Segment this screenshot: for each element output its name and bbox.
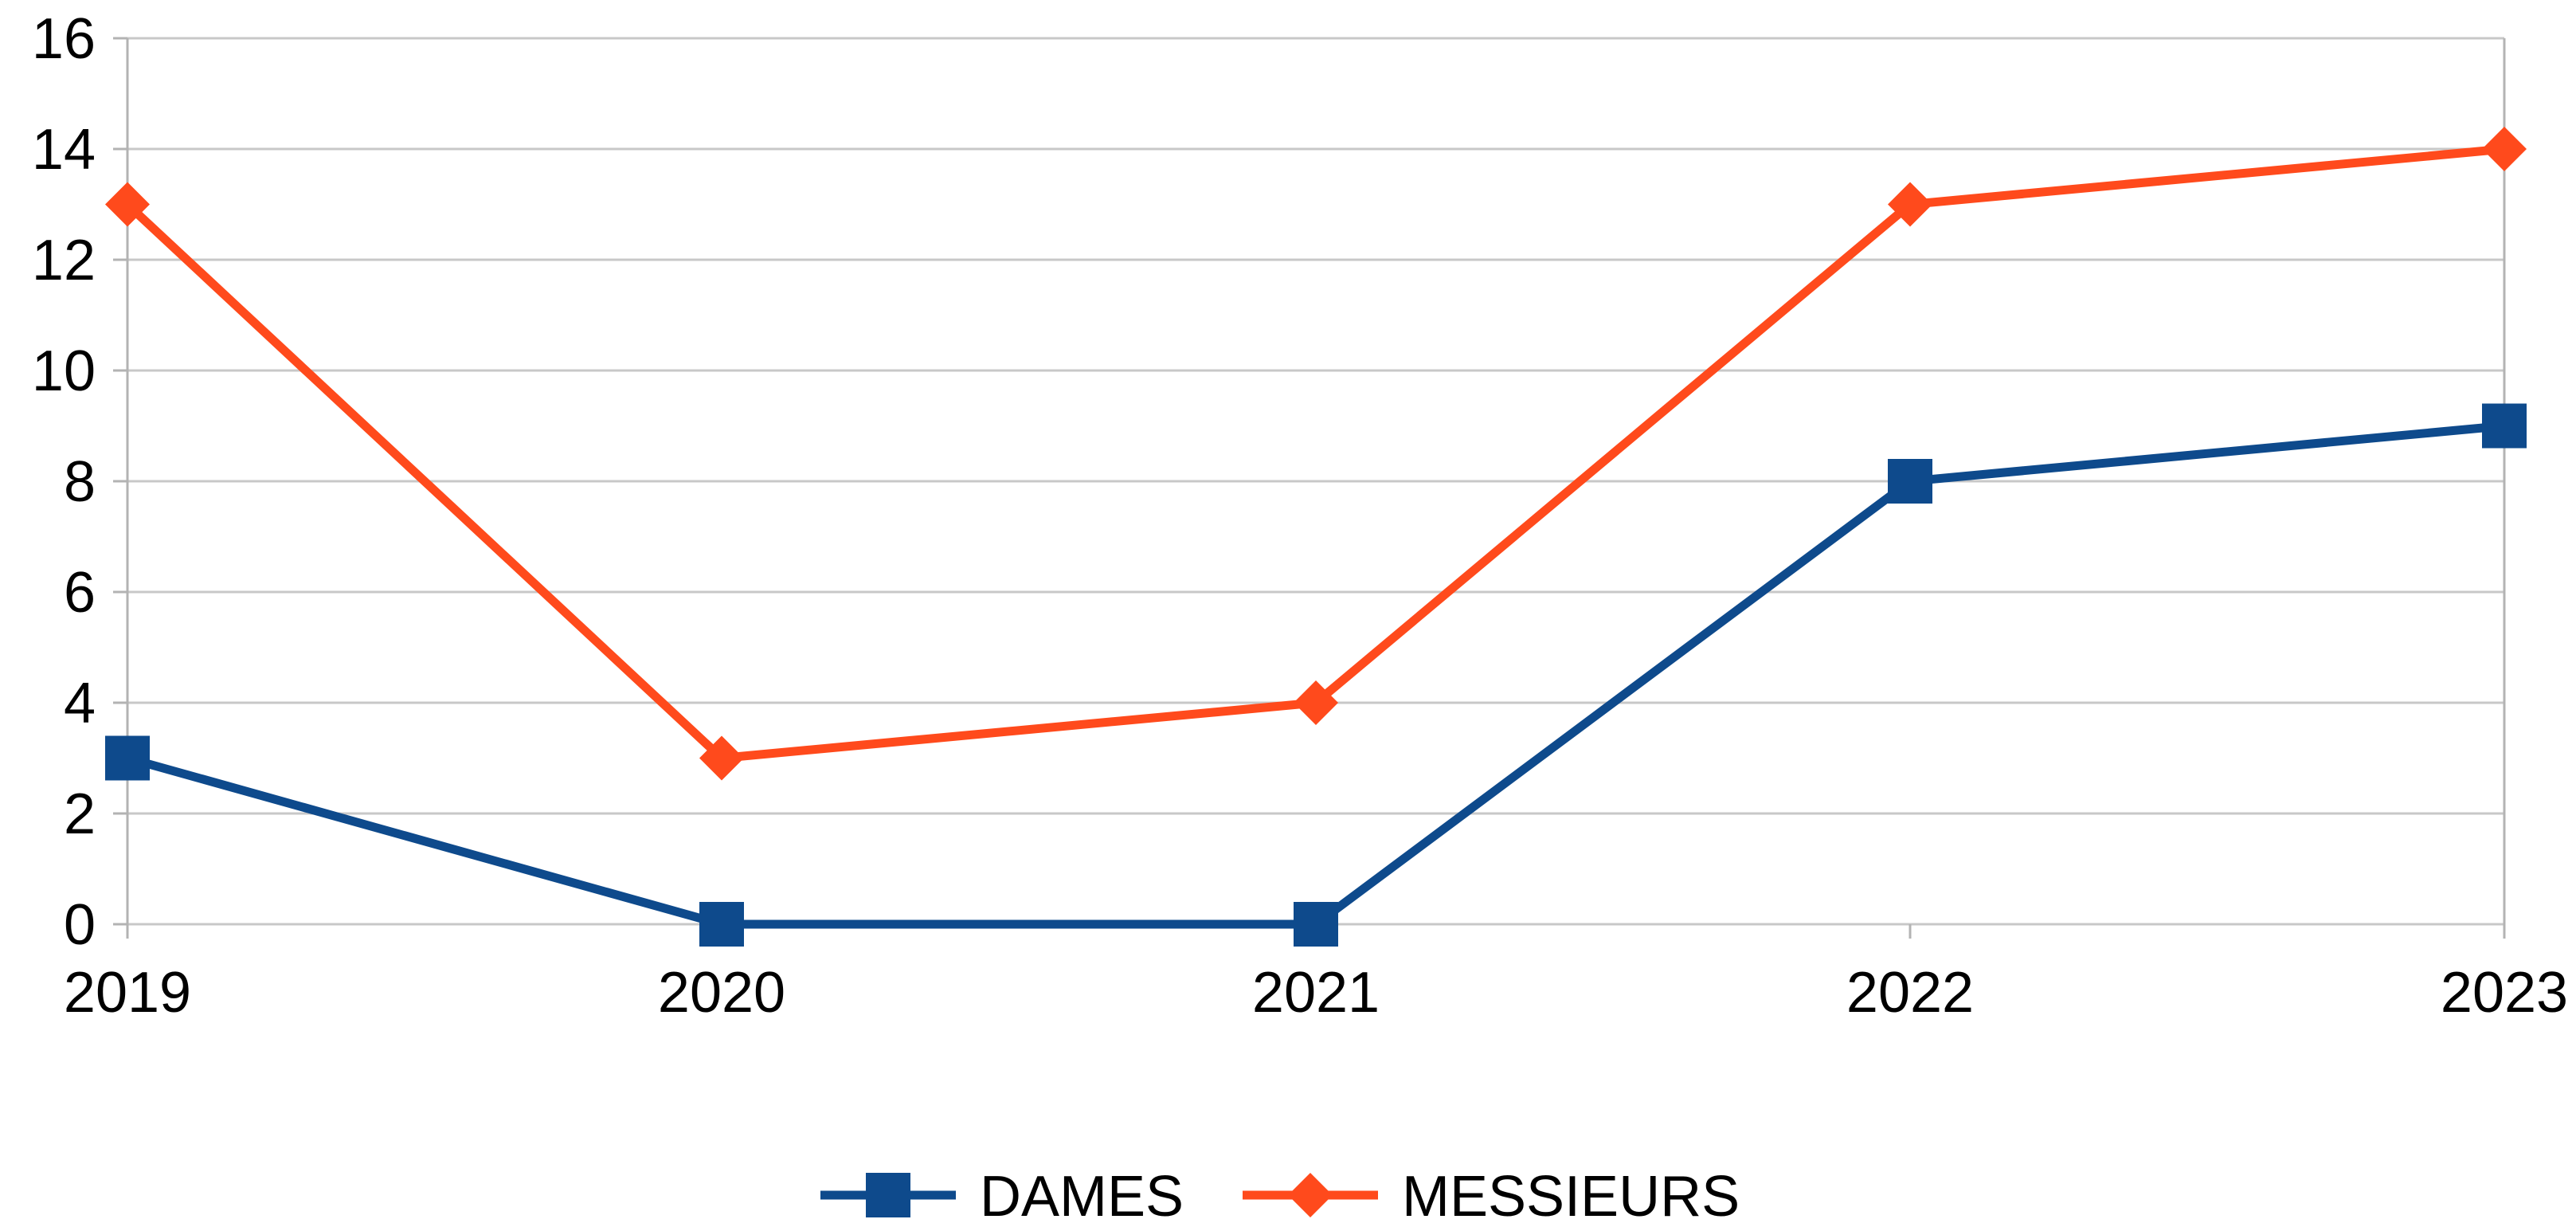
y-tick-labels: 0 2 4 6 8 10 12 14 16 — [32, 7, 96, 957]
data-point-dames — [699, 902, 744, 947]
data-point-messieurs — [699, 735, 744, 781]
legend: DAMES MESSIEURS — [820, 1165, 1740, 1227]
data-point-messieurs — [105, 182, 150, 227]
y-tick-label: 14 — [32, 118, 96, 182]
legend-swatch-marker — [866, 1173, 910, 1217]
x-tick-label: 2023 — [2441, 961, 2568, 1025]
legend-item-dames: DAMES — [820, 1165, 1184, 1227]
x-tick-label: 2019 — [64, 961, 191, 1025]
series-line-messieurs — [124, 144, 2505, 762]
y-tick-label: 16 — [32, 7, 96, 71]
legend-swatch-marker — [1288, 1173, 1333, 1217]
y-tick-label: 4 — [64, 672, 96, 735]
data-point-messieurs — [2482, 127, 2527, 171]
x-tick-label: 2020 — [658, 961, 785, 1025]
y-tick-label: 6 — [64, 561, 96, 625]
legend-label: MESSIEURS — [1402, 1165, 1740, 1227]
y-tick-label: 0 — [64, 893, 96, 957]
x-tick-label: 2022 — [1846, 961, 1974, 1025]
y-tick-label: 10 — [32, 339, 96, 403]
data-point-dames — [1294, 902, 1338, 947]
series-dames — [105, 403, 2527, 947]
y-tick-label: 8 — [64, 450, 96, 514]
data-point-messieurs — [1294, 680, 1338, 725]
data-point-dames — [2482, 403, 2527, 449]
series-layer — [105, 127, 2527, 947]
series-line-dames — [126, 421, 2505, 929]
data-point-dames — [105, 735, 150, 781]
series-messieurs — [105, 127, 2527, 781]
legend-item-messieurs: MESSIEURS — [1243, 1165, 1740, 1227]
data-point-dames — [1888, 459, 1932, 504]
y-tick-label: 2 — [64, 782, 96, 846]
y-tick-label: 12 — [32, 229, 96, 292]
grid-layer — [127, 37, 2504, 926]
x-tick-label: 2021 — [1252, 961, 1380, 1025]
axis-layer — [113, 37, 2506, 939]
legend-label: DAMES — [980, 1165, 1184, 1227]
x-tick-labels: 2019 2020 2021 2022 2023 — [64, 961, 2568, 1025]
data-point-messieurs — [1888, 182, 1932, 227]
